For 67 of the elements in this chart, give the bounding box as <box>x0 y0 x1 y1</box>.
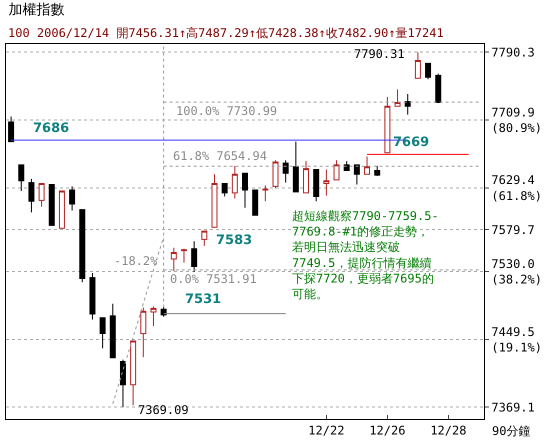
candlestick <box>404 94 411 116</box>
annotation: 7531 <box>185 292 222 307</box>
candlestick <box>414 52 421 79</box>
candlestick <box>262 184 268 202</box>
candlestick <box>242 172 248 208</box>
x-tick-label: 12/26 <box>369 423 406 438</box>
candlestick <box>100 317 106 349</box>
y-tick-label: 7629.4 (61.8%) <box>491 173 542 203</box>
candlestick <box>79 209 86 283</box>
candlestick <box>130 340 136 406</box>
annotation: 61.8% 7654.94 <box>173 149 267 163</box>
y-tick-label: 7449.5 (19.1%) <box>491 324 542 354</box>
candlestick <box>191 240 198 273</box>
candlestick <box>282 160 289 184</box>
candlestick <box>69 186 76 212</box>
candlestick <box>58 190 65 229</box>
y-tick-label: 7790.3 <box>491 45 535 60</box>
annotation: 7790.31 <box>354 47 405 61</box>
candlestick <box>334 160 340 180</box>
candlestick <box>292 141 299 192</box>
annotation: -18.2% <box>114 254 158 268</box>
candlestick <box>354 164 360 185</box>
candlestick <box>394 88 401 107</box>
y-tick-label: 7530.0 (38.2%) <box>491 256 542 287</box>
candlestick <box>110 303 116 358</box>
x-axis-title: 90分鐘 <box>492 424 530 438</box>
candlestick <box>323 169 330 196</box>
candlestick <box>150 306 156 327</box>
x-tick-label: 12/28 <box>430 423 466 438</box>
annotation: 0.0% 7531.91 <box>170 272 257 286</box>
candlestick <box>28 178 34 213</box>
y-tick-label: 7579.7 <box>491 222 535 237</box>
candlestick <box>48 184 55 226</box>
annotation: 100.0% 7730.99 <box>176 104 278 118</box>
annotation: 7583 <box>216 233 252 248</box>
candlestick <box>38 183 45 208</box>
y-tick-label: 7369.1 <box>491 400 535 414</box>
candlestick <box>212 174 218 228</box>
candlestick <box>252 190 258 216</box>
candlestick <box>170 247 177 272</box>
candlestick <box>384 96 390 154</box>
y-tick-label: 7709.9 (80.9%) <box>491 105 542 135</box>
annotation: 7369.09 <box>138 403 189 417</box>
candlestick <box>425 62 432 80</box>
candlestick <box>120 359 126 408</box>
candlestick <box>374 165 380 177</box>
candlestick <box>232 165 238 199</box>
candlestick <box>89 272 96 320</box>
candlestick <box>435 73 442 103</box>
annotation: 超短線觀察7790-7759.5-7769.8-#1的修正走勢，若明日無法迅速突破7749.5，提防行情有繼續下探7720，更弱者7695的可能。 <box>292 209 439 301</box>
candlestick <box>222 183 228 198</box>
chart-subtitle: 100 2006/12/14 開7456.31↑高7487.29↑低7428.38↑收7482.90↑量17241 <box>8 26 444 40</box>
candlestick <box>140 307 146 358</box>
candlestick <box>313 169 320 202</box>
candlestick <box>303 160 310 194</box>
x-tick-label: 12/22 <box>308 423 344 438</box>
candlestick <box>364 156 370 175</box>
chart-title: 加權指數 <box>8 2 64 18</box>
candlestick <box>180 248 187 264</box>
candlestick <box>272 160 278 189</box>
annotation: 7669 <box>393 135 430 150</box>
candlestick <box>18 164 24 192</box>
candlestick <box>8 116 14 142</box>
annotation: 7686 <box>33 121 70 136</box>
candlestick <box>160 306 167 318</box>
candlestick <box>201 230 208 246</box>
candlestick <box>344 160 350 171</box>
